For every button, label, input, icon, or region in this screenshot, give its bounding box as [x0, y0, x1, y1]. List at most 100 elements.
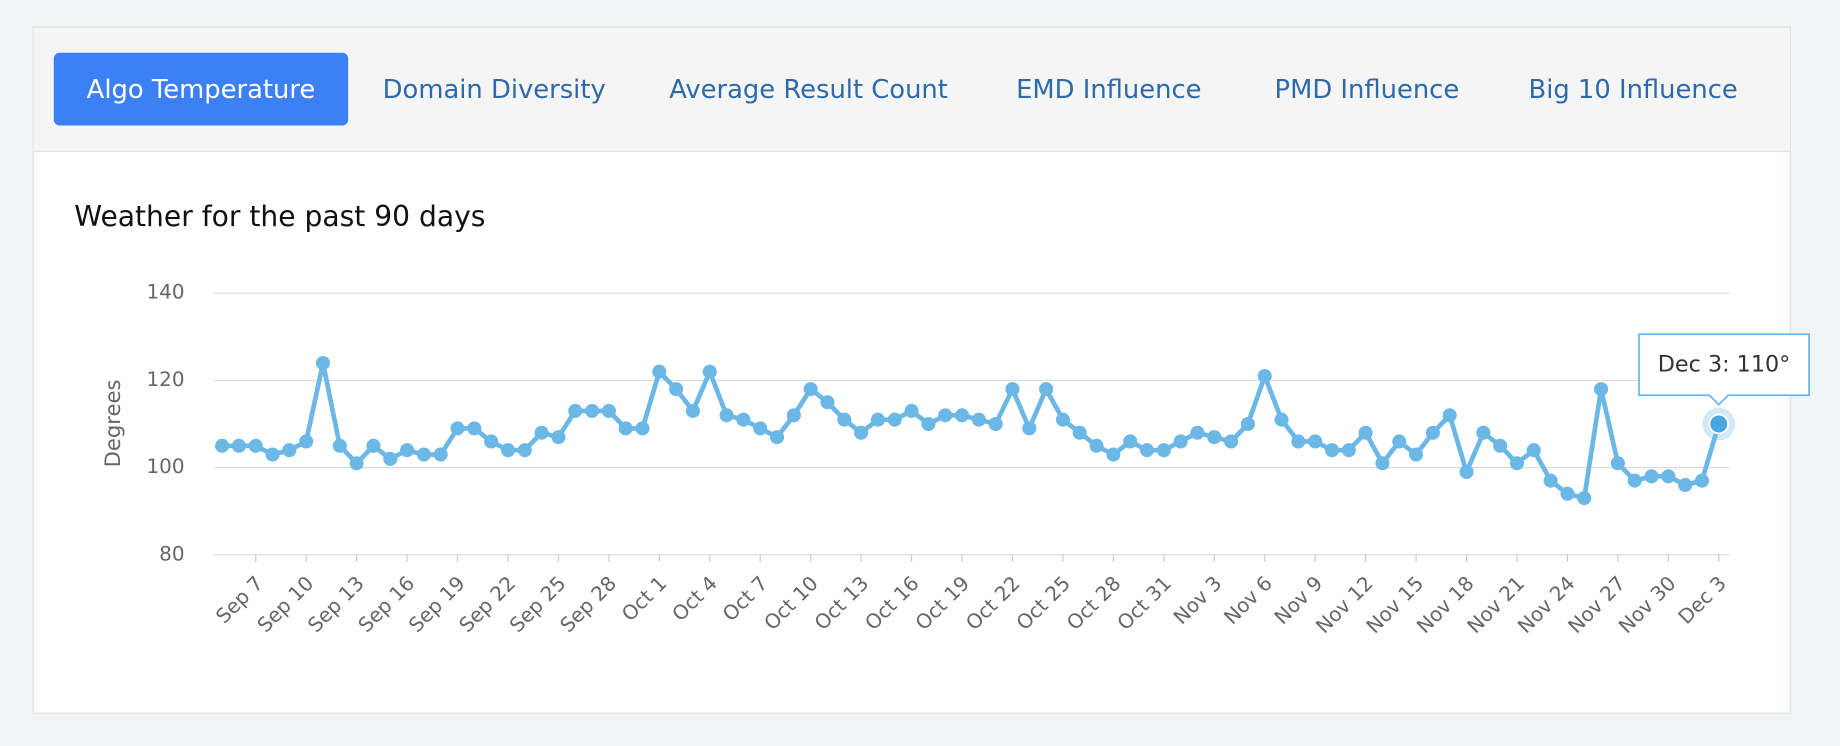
point [1123, 434, 1138, 449]
tab[interactable]: PMD Influence [1275, 75, 1460, 105]
point [1190, 425, 1205, 440]
point [1442, 408, 1457, 423]
point [349, 456, 364, 471]
point [1661, 469, 1676, 484]
point [1526, 443, 1541, 458]
point [719, 408, 734, 423]
point [1459, 464, 1474, 480]
y-tick-label: 100 [146, 454, 184, 478]
point [1291, 434, 1306, 449]
point [635, 421, 650, 436]
point [1644, 469, 1659, 484]
point [854, 425, 869, 440]
point [887, 412, 902, 427]
point [366, 438, 381, 453]
point [601, 403, 616, 418]
point [736, 412, 751, 427]
point [1392, 434, 1407, 449]
tab[interactable]: Domain Diversity [383, 75, 606, 105]
point [1694, 473, 1710, 488]
point [1156, 443, 1171, 458]
point [1224, 434, 1239, 449]
y-tick-label: 120 [146, 367, 184, 391]
point [1577, 491, 1592, 506]
point [1072, 425, 1087, 440]
point [1173, 434, 1188, 449]
point [299, 434, 314, 449]
tabs: Algo Temperature Domain Diversity Average … [53, 52, 1738, 126]
point [484, 434, 499, 449]
point [1240, 416, 1255, 432]
point [837, 412, 852, 427]
point [1358, 425, 1373, 440]
point [534, 425, 549, 440]
point [265, 447, 280, 462]
point [1005, 382, 1020, 397]
point [500, 443, 516, 458]
tooltip-box [1638, 333, 1810, 406]
point [450, 421, 465, 436]
chart-title: Weather for the past 90 days [74, 200, 485, 233]
point [467, 421, 482, 436]
tab[interactable]: Average Result Count [669, 75, 948, 105]
point [1257, 369, 1272, 384]
point [1308, 434, 1323, 449]
tab[interactable]: Big 10 Influence [1529, 75, 1738, 105]
point [248, 438, 263, 453]
point [702, 364, 717, 379]
point [971, 412, 986, 427]
point [282, 443, 297, 458]
point [938, 408, 953, 423]
point [1543, 473, 1558, 488]
point [954, 408, 970, 423]
point [753, 421, 768, 436]
point [1610, 456, 1625, 471]
point [551, 430, 566, 445]
point [685, 403, 700, 418]
tooltip-text: Dec 3: 110° [1658, 351, 1791, 377]
point [904, 403, 919, 418]
tab[interactable]: Algo Temperature [87, 75, 316, 105]
point [517, 443, 532, 458]
point [1493, 438, 1508, 453]
tab[interactable]: EMD Influence [1016, 75, 1201, 105]
point [1594, 382, 1609, 397]
point [1341, 443, 1356, 458]
point [1274, 412, 1289, 427]
point [1139, 443, 1155, 458]
y-axis-label: Degrees [100, 380, 125, 468]
point [585, 403, 600, 418]
point [383, 451, 398, 466]
point [921, 416, 936, 432]
point [1560, 486, 1575, 501]
point [1055, 412, 1070, 427]
point [1509, 456, 1525, 471]
point [1039, 382, 1054, 397]
point [820, 395, 835, 410]
y-tick-label: 80 [159, 541, 184, 565]
point [1324, 443, 1340, 458]
point [400, 443, 415, 458]
point [1409, 447, 1424, 462]
point [786, 408, 801, 423]
point [669, 382, 684, 397]
point [988, 416, 1003, 432]
point [416, 447, 431, 462]
point [1207, 430, 1222, 445]
active-tab[interactable] [53, 52, 349, 126]
point [215, 438, 230, 453]
point [315, 355, 331, 371]
point [1089, 438, 1104, 453]
y-tick-label: 140 [146, 280, 184, 304]
point [1022, 421, 1037, 436]
point [652, 364, 667, 379]
point [803, 382, 818, 397]
hover-point [1708, 413, 1730, 435]
point [433, 447, 448, 462]
point [1678, 478, 1693, 493]
point [618, 421, 633, 436]
point [1476, 425, 1491, 440]
point [1425, 425, 1440, 440]
